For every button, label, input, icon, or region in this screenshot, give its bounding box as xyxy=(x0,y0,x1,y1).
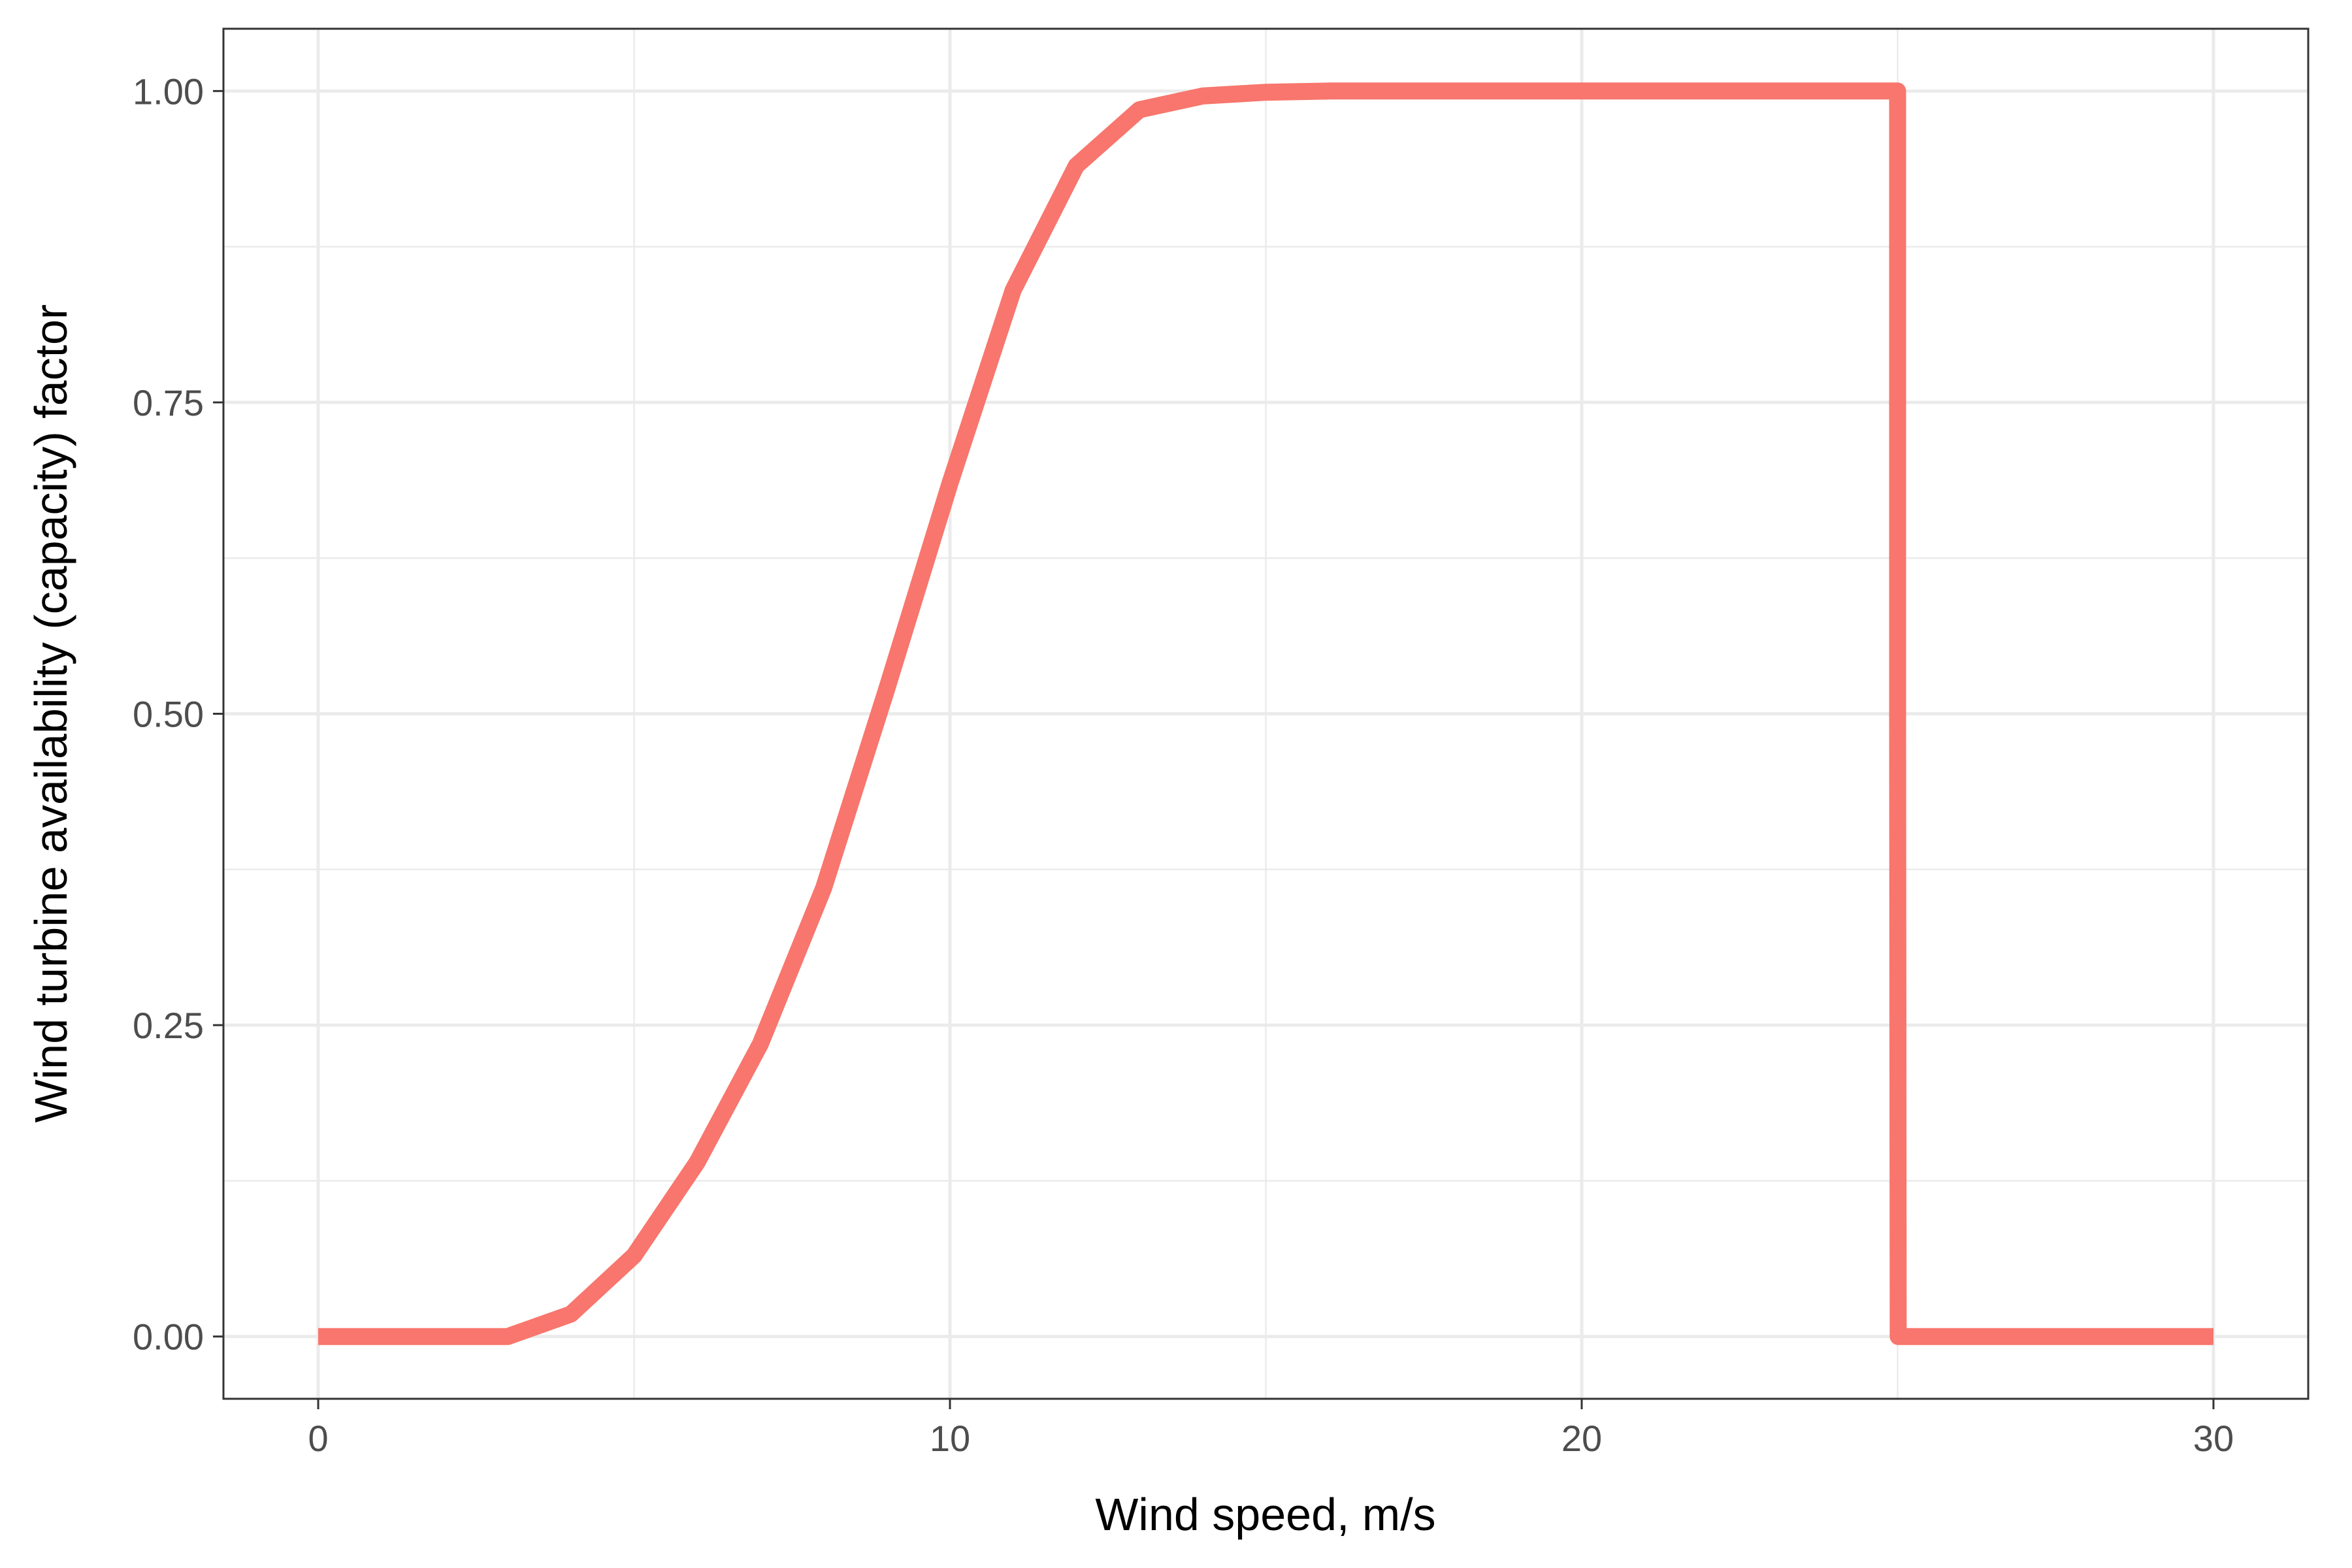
x-tick-label: 10 xyxy=(930,1418,970,1459)
y-tick-label: 0.75 xyxy=(133,382,204,423)
x-tick-label: 30 xyxy=(2193,1418,2234,1459)
major-gridlines xyxy=(223,29,2308,1399)
y-tick-label: 0.25 xyxy=(133,1005,204,1046)
y-axis: 0.00 0.25 0.50 0.75 1.00 xyxy=(133,71,223,1358)
y-tick-label: 1.00 xyxy=(133,71,204,112)
y-tick-label: 0.00 xyxy=(133,1316,204,1358)
series-line xyxy=(318,82,2213,1345)
x-axis: 0 10 20 30 xyxy=(308,1399,2234,1459)
series-layer xyxy=(318,82,2213,1345)
x-axis-title: Wind speed, m/s xyxy=(1095,1489,1435,1540)
x-tick-label: 20 xyxy=(1561,1418,1602,1459)
y-axis-title: Wind turbine availability (capacity) fac… xyxy=(25,304,76,1123)
y-tick-label: 0.50 xyxy=(133,694,204,735)
x-tick-label: 0 xyxy=(308,1418,328,1459)
